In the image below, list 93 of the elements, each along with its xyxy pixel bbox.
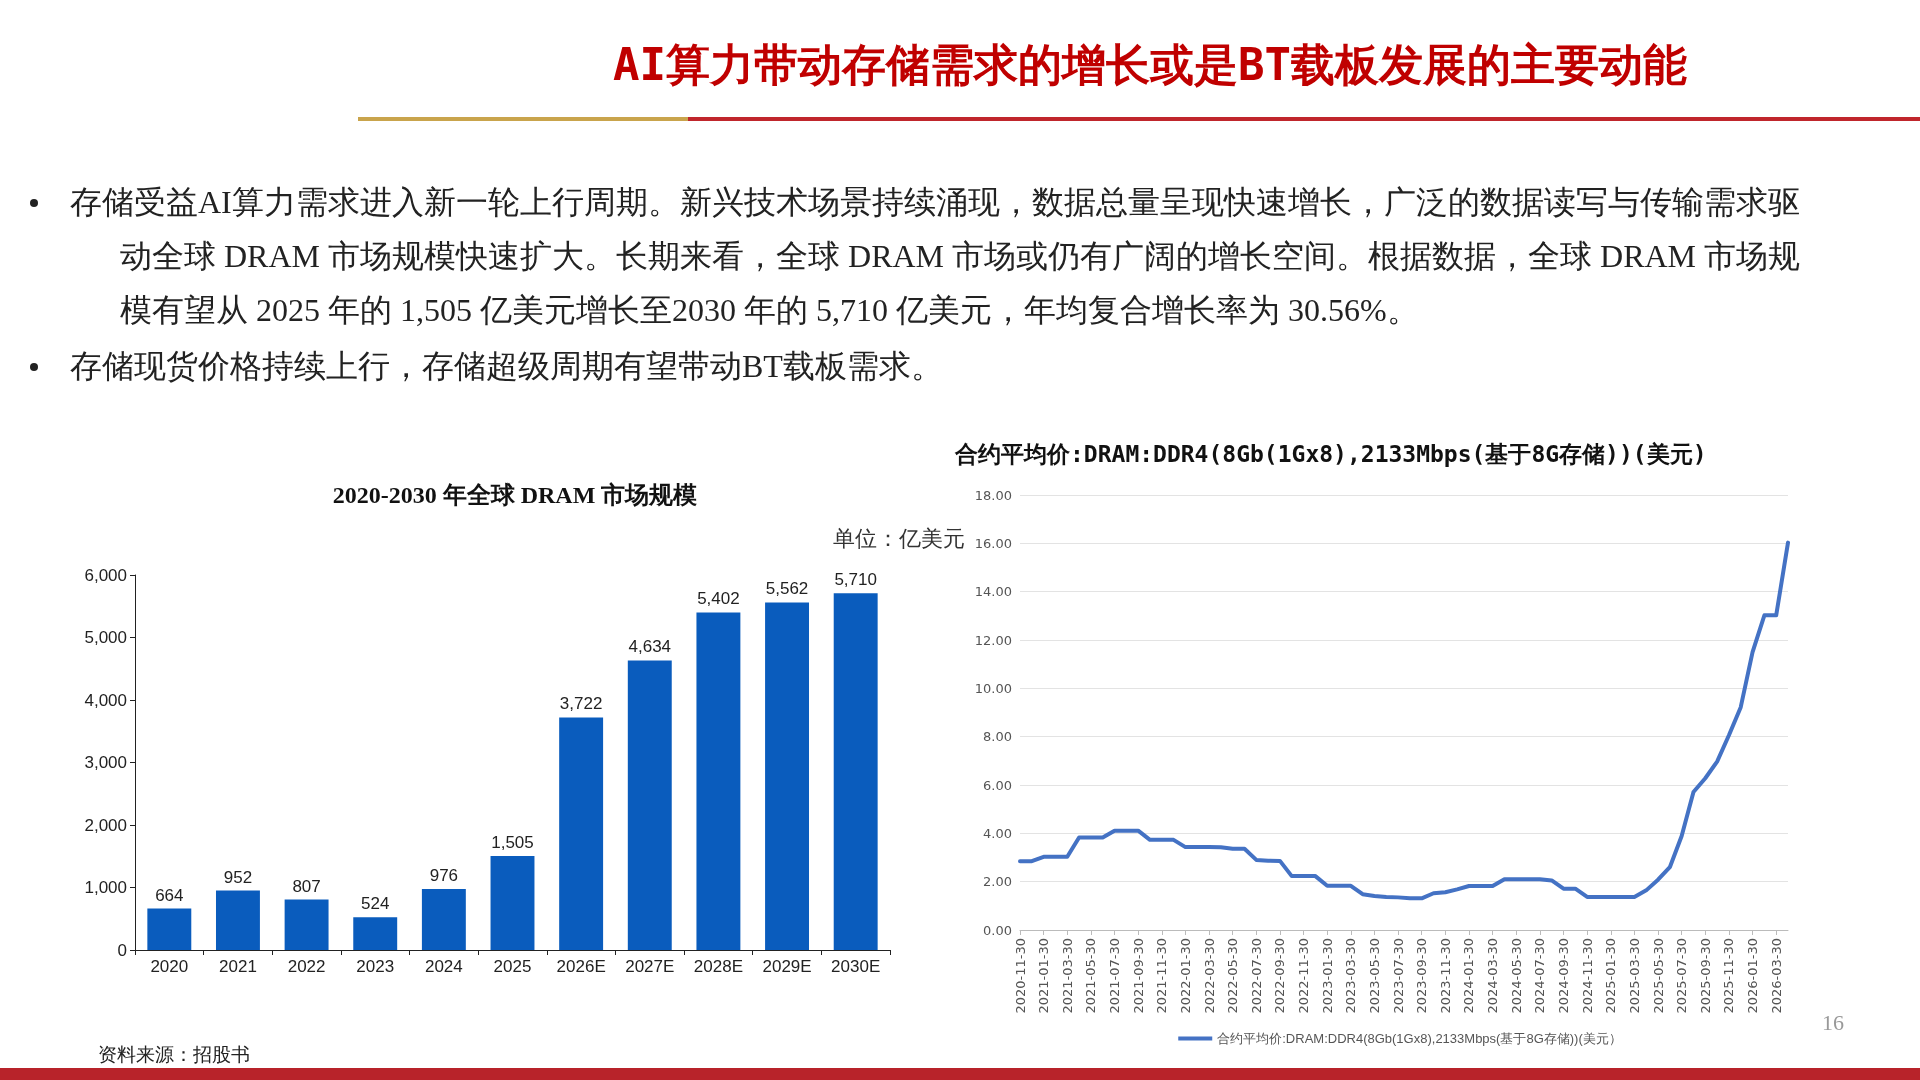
data-label: 807 (292, 876, 321, 896)
y-tick-label: 14.00 (974, 584, 1012, 600)
x-tick-label: 2021-03-30 (1059, 938, 1075, 1014)
x-tick-label: 2023-11-30 (1437, 938, 1453, 1014)
chart-title: 合约平均价:DRAM:DDR4(8Gb(1Gx8),2133Mbps(基于8G存储))(美元) (954, 440, 1707, 467)
data-label: 5,562 (765, 579, 809, 599)
y-tick-label: 10.00 (974, 680, 1012, 696)
x-tick-label: 2023 (356, 957, 395, 976)
text: 存储受益AI算力需求进入新一轮上行周期。新兴技术场景持续涌现，数据总量呈现快速增长，广泛的数据读写与传输需求驱动全球 DRAM 市场规模快速扩大。长期来看，全球 DRAM 市场或仍有广阔的增长空间。根据数据，全球 DRAM 市场规模有望从 2025 年的 1,505 亿美元增长至2030 年的 5,710 亿美元，年均复合增长率为 30.56%。 (70, 183, 1802, 330)
text: 16 (1822, 1010, 1844, 1036)
x-tick-label: 2025-09-30 (1697, 938, 1713, 1014)
y-tick-label: 4.00 (983, 825, 1012, 841)
x-tick-label: 2023-05-30 (1366, 938, 1382, 1014)
x-tick-label: 2026-01-30 (1745, 938, 1761, 1014)
x-tick-label: 2027E (625, 957, 675, 976)
text: 资料来源：招股书 (98, 1042, 250, 1067)
x-tick-label: 2024 (424, 957, 463, 976)
x-tick-label: 2025-07-30 (1674, 938, 1690, 1014)
x-tick-label: 2023-07-30 (1390, 938, 1406, 1014)
y-tick-label: 4,000 (84, 690, 127, 710)
x-tick-label: 2025-01-30 (1603, 938, 1619, 1014)
x-tick-label: 2022-11-30 (1296, 938, 1312, 1014)
bar (559, 717, 604, 950)
bar (696, 612, 741, 950)
x-tick-label: 2020 (150, 957, 189, 976)
data-label: 3,722 (559, 694, 603, 714)
y-tick-label: 16.00 (974, 535, 1012, 551)
y-tick-label: 2.00 (983, 874, 1012, 890)
x-tick-label: 2025-03-30 (1626, 938, 1642, 1014)
bar (833, 593, 878, 950)
x-tick-label: 2024-05-30 (1508, 938, 1524, 1014)
y-tick-label: 12.00 (974, 632, 1012, 648)
x-tick-label: 2029E (762, 957, 812, 976)
x-tick-label: 2022-05-30 (1225, 938, 1241, 1014)
bar (147, 908, 192, 950)
x-tick-label: 2022-09-30 (1272, 938, 1288, 1014)
x-tick-label: 2030E (831, 957, 881, 976)
x-tick-label: 2024-11-30 (1579, 938, 1595, 1014)
x-tick-label: 2021-11-30 (1154, 938, 1170, 1014)
x-tick-label: 2025-05-30 (1650, 938, 1666, 1014)
bar (215, 890, 260, 950)
x-tick-label: 2021-07-30 (1107, 938, 1123, 1014)
x-tick-label: 2023-01-30 (1319, 938, 1335, 1014)
x-tick-label: 2022-03-30 (1201, 938, 1217, 1014)
x-tick-label: 2023-09-30 (1414, 938, 1430, 1014)
x-tick-label: 2021 (219, 957, 257, 976)
bar (627, 660, 672, 950)
y-tick-label: 6.00 (983, 777, 1012, 793)
bar (490, 855, 535, 950)
x-tick-label: 2026-03-30 (1768, 938, 1784, 1014)
x-tick-label: 2025 (493, 957, 532, 976)
data-label: 664 (155, 885, 184, 905)
x-tick-label: 2021-05-30 (1083, 938, 1099, 1014)
x-tick-label: 2022 (287, 957, 326, 976)
data-label: 5,710 (834, 570, 877, 590)
text: 存储现货价格持续上行，存储超级周期有望带动BT载板需求。 (70, 347, 944, 386)
x-tick-label: 2026E (556, 957, 606, 976)
x-tick-label: 2024-07-30 (1532, 938, 1548, 1014)
y-tick-label: 0 (117, 940, 127, 960)
y-tick-label: 0.00 (983, 922, 1012, 938)
data-label: 4,634 (628, 637, 672, 657)
x-tick-label: 2024-09-30 (1556, 938, 1572, 1014)
data-label: 524 (361, 894, 390, 914)
bar (284, 899, 329, 950)
data-label: 976 (429, 866, 459, 885)
y-tick-label: 2,000 (84, 815, 127, 835)
x-tick-label: 2023-03-30 (1343, 938, 1359, 1014)
x-tick-label: 2021-09-30 (1130, 938, 1146, 1014)
x-tick-label: 2024-03-30 (1485, 938, 1501, 1014)
x-tick-label: 2020-11-30 (1012, 938, 1028, 1014)
y-tick-label: 1,000 (84, 878, 127, 897)
y-tick-label: 5,000 (84, 628, 127, 647)
data-label: 5,402 (697, 589, 740, 609)
y-tick-label: 3,000 (84, 753, 127, 772)
bar (765, 602, 810, 950)
bar (353, 917, 398, 950)
y-tick-label: 6,000 (84, 565, 127, 585)
text: AI算力带动存储需求的增长或是BT载板发展的主要动能 (612, 38, 1688, 92)
line-series (1018, 540, 1790, 901)
x-tick-label: 2024-01-30 (1461, 938, 1477, 1014)
y-tick-label: 18.00 (974, 487, 1012, 503)
x-tick-label: 2022-01-30 (1177, 938, 1193, 1014)
x-tick-label: 2021-01-30 (1036, 938, 1052, 1014)
y-tick-label: 8.00 (983, 729, 1012, 745)
chart-subtitle: 单位：亿美元 (833, 525, 965, 551)
chart-title: 2020-2030 年全球 DRAM 市场规模 (332, 482, 698, 508)
data-label: 952 (223, 867, 253, 887)
x-tick-label: 2028E (693, 957, 743, 976)
x-tick-label: 2022-07-30 (1248, 938, 1264, 1014)
legend-label: 合约平均价:DRAM:DDR4(8Gb(1Gx8),2133Mbps(基于8G存储))(美元） (1217, 1031, 1622, 1046)
x-tick-label: 2025-11-30 (1721, 938, 1737, 1014)
bar (421, 889, 466, 950)
data-label: 1,505 (491, 832, 534, 852)
